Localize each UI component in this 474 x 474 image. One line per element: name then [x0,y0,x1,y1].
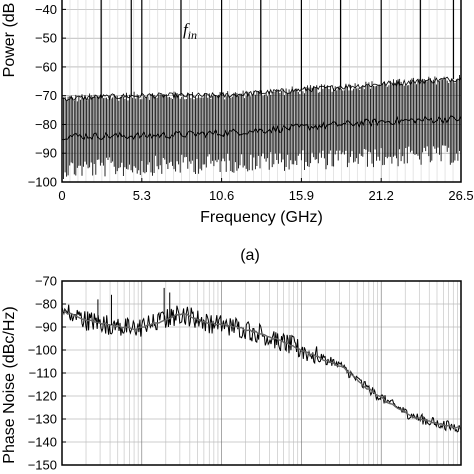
phase-noise-y-axis-label: Phase Noise (dBc/Hz) [1,306,18,463]
phase-noise-y-ticks: −150 −140 −130 −120 −110 −100 −90 −80 −70 [28,274,66,473]
phase-noise-chart: −150 −140 −130 −120 −110 −100 −90 −80 −70 Phase … [1,274,462,473]
spectrum-y-axis-label: Power (dB [1,3,18,78]
spectrum-spurs [100,0,455,98]
spectrum-y-ticks: −100 −90 −80 −70 −60 −50 −40 [28,2,66,190]
spectrum-y-tick-label: −90 [35,146,57,161]
phase-noise-measured-trace [61,304,462,433]
spectrum-chart: −100 −90 −80 −70 −60 −50 −40 0 5.3 10.6 15.9 21.2 2… [1,0,474,264]
spectrum-x-tick-label: 10.6 [209,188,234,203]
spectrum-x-ticks: 0 5.3 10.6 15.9 21.2 26.5 [58,178,474,203]
phase-noise-y-tick-label: −130 [28,412,57,427]
spectrum-y-tick-label: −50 [35,31,57,46]
phase-noise-y-tick-label: −110 [29,366,57,381]
phase-noise-smooth-trace [61,310,462,430]
spectrum-y-tick-label: −70 [35,88,57,103]
spectrum-y-tick-label: −80 [35,117,57,132]
phase-noise-y-tick-label: −90 [35,320,57,335]
phase-noise-grid [61,280,461,466]
phase-noise-spurs [97,287,171,326]
spectrum-y-tick-label: −40 [35,2,57,17]
spectrum-x-tick-label: 26.5 [448,188,473,203]
spectrum-y-tick-label: −100 [28,175,57,190]
spectrum-y-tick-label: −60 [35,59,57,74]
phase-noise-y-tick-label: −70 [35,274,57,289]
spectrum-x-axis-label: Frequency (GHz) [200,209,323,226]
phase-noise-y-tick-label: −120 [28,389,57,404]
phase-noise-y-tick-label: −140 [28,435,57,450]
spectrum-x-tick-label: 0 [58,188,65,203]
phase-noise-y-tick-label: −80 [35,297,57,312]
spectrum-plot-frame [61,0,462,183]
spectrum-x-tick-label: 21.2 [369,188,394,203]
panel-label-a: (a) [240,247,260,264]
spectrum-upper-envelope [61,76,462,102]
spectrum-x-tick-label: 5.3 [133,188,151,203]
spectrum-x-tick-label: 15.9 [289,188,314,203]
spectrum-median-trace [61,115,462,141]
fin-annotation: fin [183,20,197,42]
phase-noise-y-tick-label: −150 [28,458,57,473]
phase-noise-y-tick-label: −100 [28,343,57,358]
